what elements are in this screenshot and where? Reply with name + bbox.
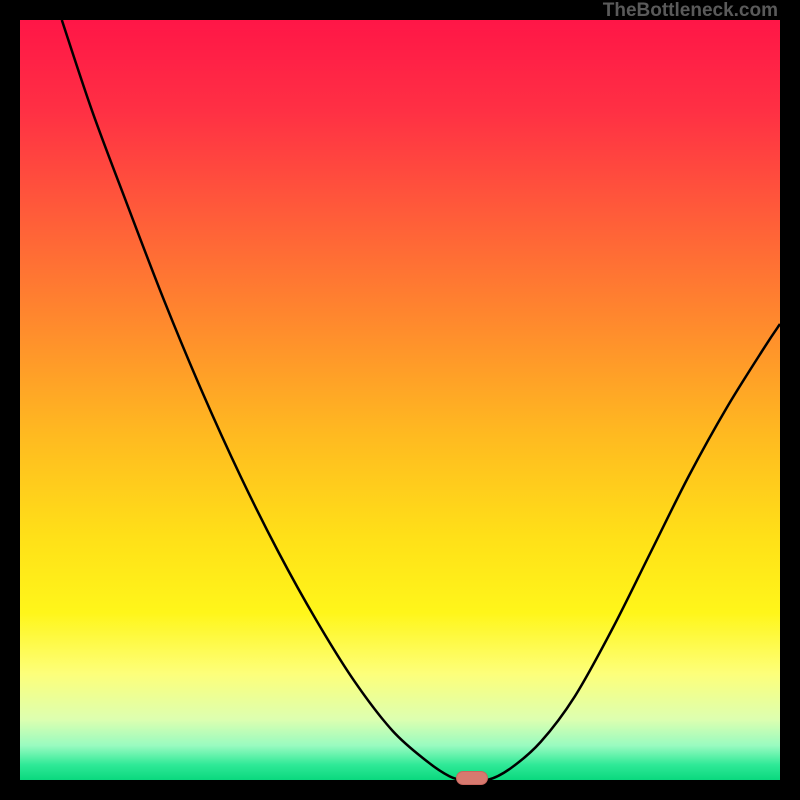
optimal-marker [456,771,488,785]
chart-container: TheBottleneck.com [0,0,800,800]
bottleneck-curve [62,20,780,780]
curve-layer [20,20,780,780]
watermark-text: TheBottleneck.com [603,0,778,22]
plot-area [20,20,780,780]
